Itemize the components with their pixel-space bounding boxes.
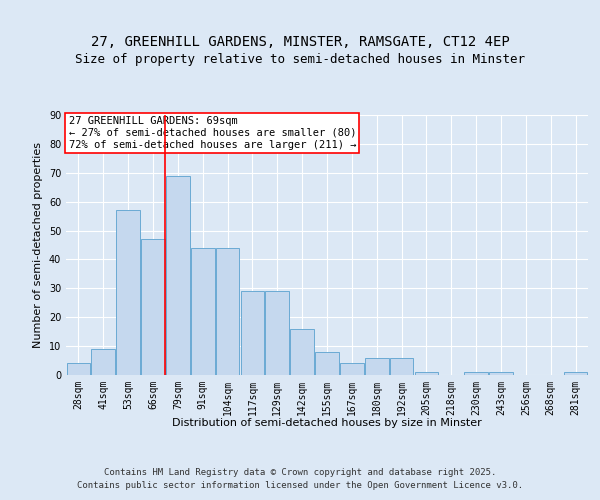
Bar: [564, 372, 587, 375]
Bar: [166, 176, 190, 375]
Bar: [216, 248, 239, 375]
Bar: [265, 291, 289, 375]
Bar: [365, 358, 389, 375]
Bar: [141, 239, 165, 375]
Text: Size of property relative to semi-detached houses in Minster: Size of property relative to semi-detach…: [75, 54, 525, 66]
Bar: [67, 364, 90, 375]
Bar: [241, 291, 264, 375]
Text: 27 GREENHILL GARDENS: 69sqm
← 27% of semi-detached houses are smaller (80)
72% o: 27 GREENHILL GARDENS: 69sqm ← 27% of sem…: [68, 116, 356, 150]
Bar: [91, 349, 115, 375]
Bar: [464, 372, 488, 375]
Bar: [390, 358, 413, 375]
Bar: [415, 372, 438, 375]
Bar: [290, 329, 314, 375]
Text: 27, GREENHILL GARDENS, MINSTER, RAMSGATE, CT12 4EP: 27, GREENHILL GARDENS, MINSTER, RAMSGATE…: [91, 36, 509, 50]
Text: Contains public sector information licensed under the Open Government Licence v3: Contains public sector information licen…: [77, 482, 523, 490]
Text: Contains HM Land Registry data © Crown copyright and database right 2025.: Contains HM Land Registry data © Crown c…: [104, 468, 496, 477]
Bar: [489, 372, 513, 375]
X-axis label: Distribution of semi-detached houses by size in Minster: Distribution of semi-detached houses by …: [172, 418, 482, 428]
Bar: [191, 248, 215, 375]
Bar: [315, 352, 339, 375]
Y-axis label: Number of semi-detached properties: Number of semi-detached properties: [33, 142, 43, 348]
Bar: [116, 210, 140, 375]
Bar: [340, 364, 364, 375]
